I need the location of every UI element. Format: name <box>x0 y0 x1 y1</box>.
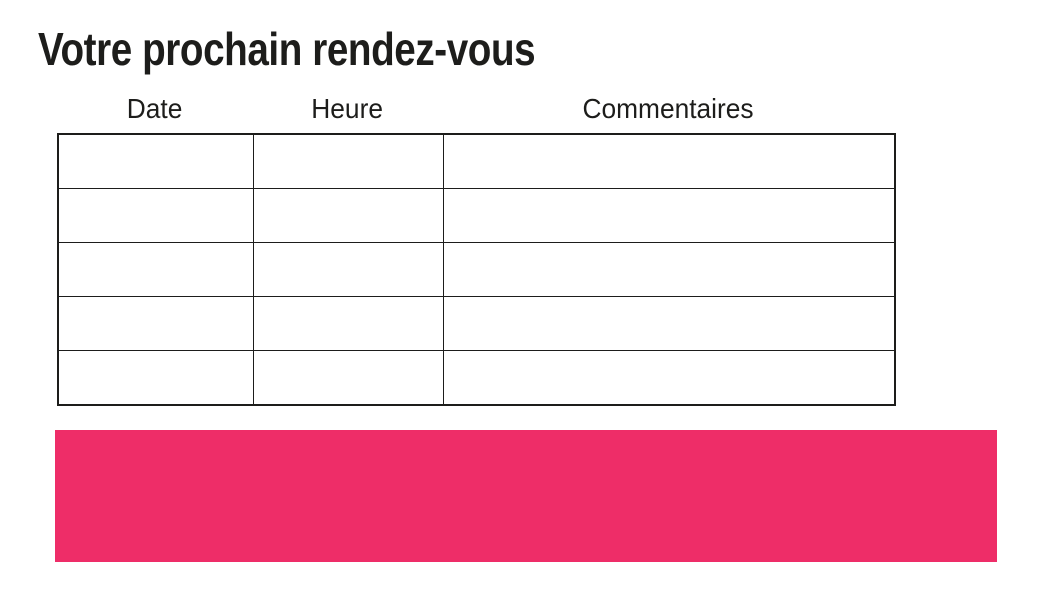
appointments-table <box>57 133 896 406</box>
table-cell-commentaires <box>442 296 896 351</box>
table-cell-commentaires <box>442 133 896 189</box>
table-cell-date <box>57 188 254 243</box>
table-cell-commentaires <box>442 242 896 297</box>
table-cell-date <box>57 350 254 406</box>
table-row <box>57 133 896 189</box>
table-cell-heure <box>252 350 444 406</box>
column-header-date: Date <box>126 93 183 124</box>
table-row <box>57 350 896 406</box>
table-cell-heure <box>252 133 444 189</box>
table-cell-commentaires <box>442 350 896 406</box>
table-row <box>57 242 896 297</box>
table-cell-date <box>57 133 254 189</box>
page-title: Votre prochain rendez-vous <box>38 23 536 75</box>
table-cell-commentaires <box>442 188 896 243</box>
table-cell-heure <box>252 188 444 243</box>
table-cell-date <box>57 296 254 351</box>
table-row <box>57 188 896 243</box>
column-header-commentaires: Commentaires <box>582 93 754 124</box>
table-cell-date <box>57 242 254 297</box>
table-row <box>57 296 896 351</box>
table-cell-heure <box>252 242 444 297</box>
column-header-heure: Heure <box>311 93 383 124</box>
table-header-row: Date Heure Commentaires <box>57 93 894 125</box>
footer-highlight-band <box>55 430 997 562</box>
table-cell-heure <box>252 296 444 351</box>
